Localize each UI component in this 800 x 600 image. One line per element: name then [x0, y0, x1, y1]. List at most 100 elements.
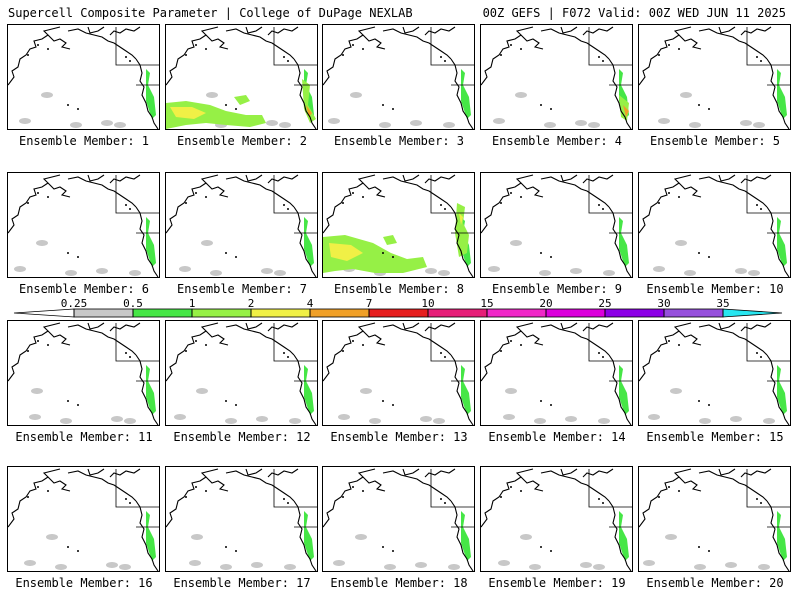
colorbar-segment [191, 308, 252, 318]
low-value-area [665, 534, 677, 540]
low-value-area [338, 414, 350, 420]
coastline [639, 174, 692, 234]
coastline [608, 500, 632, 571]
low-value-area [448, 564, 460, 570]
low-value-area [544, 122, 556, 128]
border-line [115, 469, 159, 508]
coastline [766, 206, 790, 277]
ensemble-member-label: Ensemble Member: 12 [173, 430, 311, 444]
island [540, 104, 542, 106]
coastline [8, 26, 61, 86]
low-value-area [598, 418, 610, 424]
low-value-area [279, 122, 291, 128]
coastline [582, 174, 614, 184]
low-value-area [333, 560, 345, 566]
low-value-area [643, 560, 655, 566]
low-value-area [670, 388, 682, 394]
island [235, 256, 237, 258]
colorbar-low-arrow [13, 308, 75, 318]
coastline [109, 26, 141, 36]
low-value-area [653, 266, 665, 272]
coastline [560, 174, 578, 182]
island [668, 486, 670, 488]
map-canvas [323, 468, 474, 571]
border-line [588, 175, 632, 214]
coastline [293, 206, 317, 277]
coastline [450, 500, 474, 571]
coastline [8, 468, 61, 528]
map-canvas [481, 174, 632, 277]
low-value-area [758, 564, 770, 570]
coastline [87, 468, 105, 476]
island [195, 44, 197, 46]
low-value-area [753, 122, 765, 128]
ensemble-member-label: Ensemble Member: 5 [649, 134, 781, 148]
island [658, 496, 660, 498]
colorbar-segment [486, 308, 547, 318]
coastal-scp-area [146, 511, 156, 561]
coastline [205, 34, 229, 50]
map-canvas [8, 174, 159, 277]
low-value-area [570, 268, 582, 274]
low-value-area [196, 388, 208, 394]
low-value-area [106, 562, 118, 568]
coastline [109, 174, 141, 184]
coastline [718, 468, 736, 476]
low-value-area [350, 92, 362, 98]
coastline [560, 322, 578, 330]
island [77, 550, 79, 552]
coastline [135, 354, 159, 425]
island [598, 498, 600, 500]
coastline [560, 468, 578, 476]
coastline [109, 322, 141, 332]
coastline [323, 174, 376, 234]
island [362, 48, 364, 50]
island [235, 404, 237, 406]
border-line [588, 469, 632, 508]
ensemble-member-map [638, 466, 791, 572]
coastline [698, 176, 768, 208]
island [440, 498, 442, 500]
island [47, 48, 49, 50]
coastal-scp-area [304, 511, 314, 561]
low-value-area [433, 418, 445, 424]
colorbar-tick-label: 35 [716, 297, 729, 310]
low-value-area [575, 120, 587, 126]
colorbar-tick-label: 10 [421, 297, 434, 310]
colorbar-high-arrow [722, 308, 783, 318]
map-canvas [8, 26, 159, 129]
coastline [766, 500, 790, 571]
coastline [450, 354, 474, 425]
low-value-area [730, 416, 742, 422]
low-value-area [534, 418, 546, 424]
island [67, 400, 69, 402]
color-scale-legend: 0.25 0.5 1 2 4 7 10 15 20 25 30 35 [13, 297, 783, 318]
island [37, 486, 39, 488]
island [598, 56, 600, 58]
border-line [746, 323, 790, 362]
island [678, 490, 680, 492]
island [47, 196, 49, 198]
low-value-area [14, 266, 26, 272]
coastal-scp-area [304, 217, 314, 267]
run-valid-time: 00Z GEFS | F072 Valid: 00Z WED JUN 11 20… [482, 6, 786, 20]
coastline [362, 182, 386, 198]
island [440, 204, 442, 206]
map-canvas [481, 468, 632, 571]
colorbar-tick-label: 30 [657, 297, 670, 310]
coastline [225, 324, 295, 356]
border-line [588, 323, 632, 362]
border-line [430, 175, 474, 214]
map-canvas [166, 26, 317, 129]
island [444, 208, 446, 210]
island [760, 502, 762, 504]
island [500, 202, 502, 204]
colorbar-tick-label: 2 [248, 297, 255, 310]
low-value-area [520, 534, 532, 540]
border-line [273, 27, 317, 66]
low-value-area [735, 268, 747, 274]
border-line [115, 323, 159, 362]
map-canvas [166, 468, 317, 571]
coastline [205, 330, 229, 346]
island [500, 350, 502, 352]
